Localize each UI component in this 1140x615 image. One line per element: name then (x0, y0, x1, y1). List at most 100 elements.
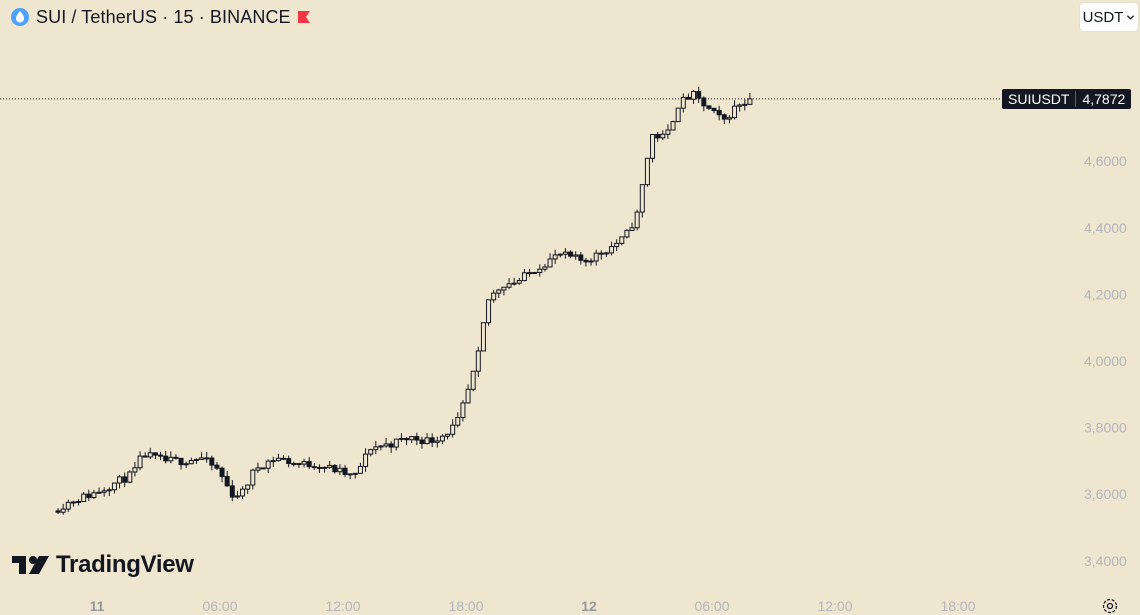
candle-body (501, 286, 507, 291)
candle-body (583, 259, 589, 263)
candle-body (521, 272, 527, 282)
candle-body (537, 268, 543, 274)
candle-body (562, 251, 568, 255)
candle-body (76, 501, 82, 504)
candle-body (742, 103, 748, 106)
candle-body (726, 117, 732, 120)
candle-body (393, 438, 399, 448)
candle-body (111, 482, 117, 491)
candle-body (701, 97, 707, 107)
candle-body (193, 458, 199, 461)
candle-body (660, 133, 666, 139)
candle-body (588, 260, 594, 263)
candle-body (455, 416, 461, 426)
candle-body (573, 254, 579, 257)
candle-body (204, 457, 210, 460)
price-axis-label: 4,2000 (1084, 286, 1127, 302)
price-axis-label: 3,8000 (1084, 420, 1127, 436)
candle-body (398, 437, 404, 440)
candle-body (496, 289, 502, 294)
candle-body (747, 98, 753, 105)
candle-body (199, 457, 205, 460)
currency-selector[interactable]: USDT (1080, 3, 1138, 31)
candle-body (511, 282, 517, 285)
flag-icon[interactable] (297, 10, 311, 24)
candle-body (732, 105, 738, 119)
price-axis-label: 4,0000 (1084, 353, 1127, 369)
candle-body (240, 488, 246, 497)
candle-body (378, 445, 384, 448)
candle-body (388, 443, 394, 448)
candle-body (624, 229, 630, 238)
sui-logo-icon (11, 8, 29, 26)
candle-body (178, 457, 184, 466)
candle-body (224, 475, 230, 487)
candle-body (101, 490, 107, 493)
candle-body (229, 485, 235, 498)
candle-body (173, 456, 179, 459)
candle-body (598, 252, 604, 255)
candle-body (434, 440, 440, 443)
candle-body (465, 388, 471, 404)
time-axis-label: 12:00 (325, 598, 360, 612)
candle-body (619, 236, 625, 244)
tradingview-logo[interactable]: TradingView (12, 551, 194, 579)
candle-body (552, 254, 558, 260)
candle-body (250, 469, 256, 486)
candle-body (291, 463, 297, 466)
candle-body (65, 501, 71, 510)
candle-body (603, 252, 609, 255)
candle-body (316, 466, 322, 469)
candle-body (142, 455, 148, 458)
candle-body (491, 292, 497, 301)
time-axis-label: 06:00 (694, 598, 729, 612)
candle-body (168, 456, 174, 462)
candle-body (158, 454, 164, 457)
candle-body (60, 508, 66, 513)
candle-body (96, 491, 102, 494)
candle-body (691, 90, 697, 100)
candle-body (696, 90, 702, 99)
candle-body (122, 476, 128, 483)
candle-body (91, 492, 97, 499)
candle-body (650, 133, 656, 159)
candle-body (301, 461, 307, 465)
gear-icon[interactable] (1101, 597, 1119, 615)
candle-body (383, 443, 389, 447)
candle-body (711, 107, 717, 112)
candle-body (685, 96, 691, 100)
symbol-header: SUI / TetherUS · 15 · BINANCE (10, 4, 311, 30)
currency-label: USDT (1082, 8, 1124, 26)
symbol-title: SUI / TetherUS · 15 · BINANCE (36, 6, 291, 27)
candle-body (357, 465, 363, 474)
candle-body (445, 433, 451, 437)
candle-body (86, 493, 92, 499)
candle-body (363, 453, 369, 467)
candle-body (480, 322, 486, 352)
candle-body (429, 437, 435, 443)
candle-body (368, 449, 374, 455)
candle-body (245, 484, 251, 490)
candle-body (219, 467, 225, 477)
candle-body (450, 424, 456, 435)
candle-body (486, 299, 492, 324)
candle-body (311, 466, 317, 469)
time-axis-label: 11 (90, 598, 105, 612)
time-axis-label: 18:00 (448, 598, 483, 612)
candle-body (332, 464, 338, 473)
candle-body (409, 436, 415, 441)
candle-body (275, 457, 281, 462)
candle-body (634, 211, 640, 229)
chevron-down-icon (1127, 14, 1135, 20)
candle-body (234, 495, 240, 498)
candle-body (419, 439, 425, 445)
candle-body (716, 110, 722, 116)
time-axis-label: 12 (581, 598, 597, 612)
candle-body (322, 466, 328, 469)
candle-body (347, 473, 353, 476)
candle-body (255, 467, 261, 471)
candle-body (414, 436, 420, 441)
price-tag-symbol: SUIUSDT (1002, 91, 1077, 107)
candle-body (163, 455, 169, 462)
